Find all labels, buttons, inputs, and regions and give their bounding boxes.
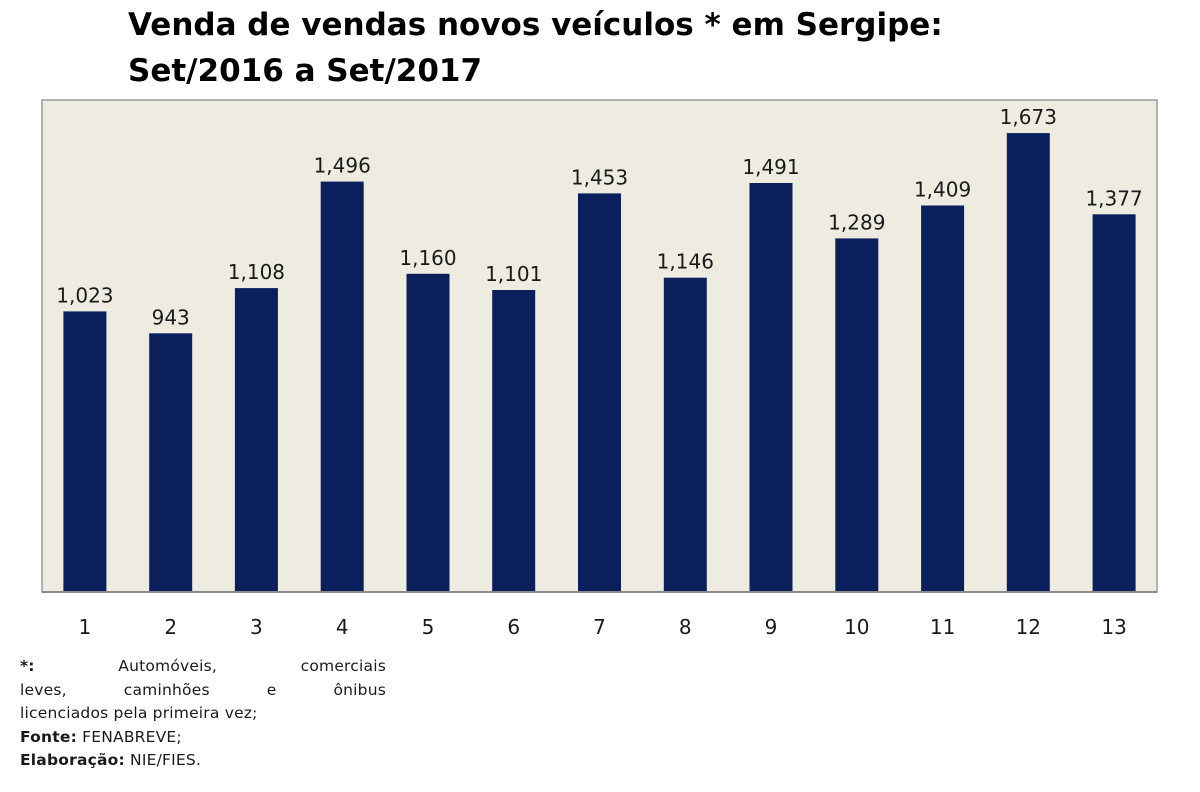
x-tick-labels-group: 1 2 3 4 5 6 7 8 9 10 11 12 13: [79, 615, 1127, 639]
data-label: 1,101: [485, 262, 542, 286]
footnote-word: ônibus: [333, 680, 386, 699]
footnote: *: Automóveis, comerciais leves, caminhõ…: [20, 655, 386, 773]
x-tick-label: 13: [1101, 615, 1126, 639]
bar: [663, 277, 707, 592]
bar: [1006, 133, 1050, 592]
x-tick-label: 2: [164, 615, 177, 639]
x-tick-label: 10: [844, 615, 869, 639]
bar: [234, 288, 278, 592]
footnote-source: Fonte: FENABREVE;: [20, 726, 386, 750]
footnote-line-3: licenciados pela primeira vez;: [20, 704, 258, 722]
bar: [406, 273, 450, 592]
footnote-prepared-by: Elaboração: NIE/FIES.: [20, 749, 386, 773]
x-tick-label: 1: [79, 615, 92, 639]
bar: [320, 181, 364, 592]
bar: [492, 290, 536, 592]
x-tick-label: 12: [1016, 615, 1041, 639]
prepared-value: NIE/FIES.: [130, 751, 202, 769]
data-label: 1,496: [314, 154, 371, 178]
bar: [921, 205, 965, 592]
prepared-label: Elaboração:: [20, 751, 125, 769]
data-label: 1,377: [1085, 186, 1142, 210]
data-label: 943: [152, 305, 190, 329]
data-label: 1,491: [742, 155, 799, 179]
chart-title: Venda de vendas novos veículos * em Serg…: [128, 2, 1128, 94]
footnote-word: e: [266, 680, 277, 699]
bar: [149, 333, 193, 592]
x-tick-label: 8: [679, 615, 692, 639]
footnote-word: comerciais: [300, 657, 386, 675]
data-label: 1,673: [1000, 105, 1057, 129]
x-tick-label: 11: [930, 615, 955, 639]
footnote-word: caminhões: [123, 680, 210, 699]
data-label: 1,289: [828, 210, 885, 234]
data-labels-group: 1,023 943 1,108 1,496 1,160 1,101 1,453 1,146 1,…: [56, 105, 1142, 329]
data-label: 1,453: [571, 165, 628, 189]
source-label: Fonte:: [20, 727, 77, 746]
x-tick-label: 9: [765, 615, 778, 639]
data-label: 1,108: [228, 260, 285, 284]
footnote-line-1: *: Automóveis, comerciais: [20, 655, 386, 679]
bar: [1092, 214, 1136, 593]
data-label: 1,160: [399, 246, 456, 270]
chart-title-line-1: Venda de vendas novos veículos * em Serg…: [128, 7, 943, 43]
data-label: 1,023: [56, 283, 113, 307]
bar: [63, 311, 107, 592]
bar: [578, 193, 621, 592]
bars-group: [63, 133, 1136, 593]
footnote-word: Automóveis,: [118, 657, 218, 675]
x-tick-label: 5: [422, 615, 435, 639]
footnote-marker: *:: [20, 657, 35, 675]
source-value: FENABREVE;: [82, 727, 182, 746]
x-tick-label: 6: [507, 615, 520, 639]
x-tick-label: 7: [593, 615, 606, 639]
bar: [749, 183, 793, 592]
x-tick-label: 4: [336, 615, 349, 639]
data-label: 1,146: [657, 250, 714, 274]
footnote-word: leves,: [20, 680, 67, 699]
bar-chart: 1,0239431,1081,4961,1601,1011,4531,1461,…: [41, 99, 1158, 639]
x-tick-label: 3: [250, 615, 263, 639]
footnote-line-2: leves, caminhões e ônibus: [20, 679, 386, 703]
bar: [835, 238, 879, 592]
data-label: 1,409: [914, 178, 971, 202]
chart-title-line-2: Set/2016 a Set/2017: [128, 53, 483, 89]
